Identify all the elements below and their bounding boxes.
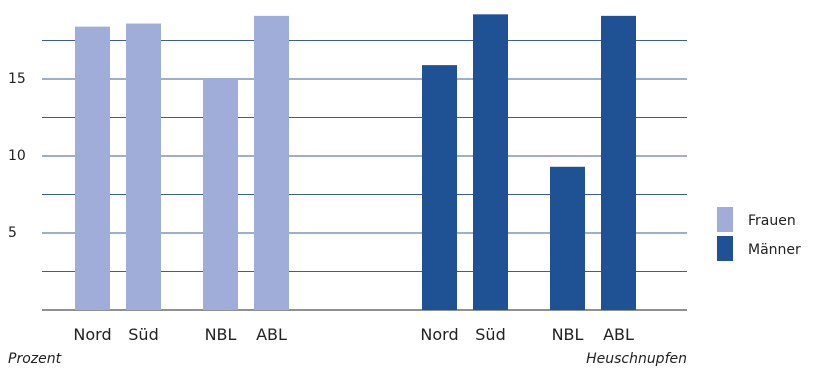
legend-swatch-männer bbox=[717, 236, 733, 261]
x-category-label: NBL bbox=[552, 325, 584, 344]
bar-männer-nord bbox=[422, 65, 457, 310]
bar-männer-abl bbox=[601, 15, 636, 311]
x-category-label: NBL bbox=[205, 325, 237, 344]
bar-männer-nbl bbox=[550, 166, 585, 310]
legend-label: Männer bbox=[748, 242, 801, 258]
x-category-label: ABL bbox=[603, 325, 634, 344]
bar-frauen-nord bbox=[75, 26, 110, 310]
x-category-label: Nord bbox=[73, 325, 111, 344]
x-category-label: Süd bbox=[475, 325, 505, 344]
x-category-label: Nord bbox=[420, 325, 458, 344]
bar-männer-süd bbox=[473, 14, 508, 310]
legend: Frauen Männer bbox=[717, 207, 801, 261]
y-tick-label: 5 bbox=[8, 225, 17, 241]
y-tick-label: 10 bbox=[8, 148, 26, 164]
bar-frauen-abl bbox=[254, 15, 289, 311]
bar-frauen-nbl bbox=[203, 79, 238, 310]
bars bbox=[75, 14, 636, 311]
legend-swatch-frauen bbox=[717, 207, 733, 232]
y-tick-label: 15 bbox=[8, 71, 26, 87]
x-axis-labels: Nord Süd NBL ABL Nord Süd NBL ABL bbox=[73, 325, 634, 344]
x-category-label: Süd bbox=[128, 325, 158, 344]
y-axis-ticks: 5 10 15 bbox=[8, 71, 26, 241]
legend-label: Frauen bbox=[748, 213, 796, 229]
y-axis-caption: Prozent bbox=[8, 351, 62, 367]
group-caption-heuschnupfen: Heuschnupfen bbox=[586, 351, 687, 367]
x-category-label: ABL bbox=[256, 325, 287, 344]
bar-frauen-süd bbox=[126, 23, 161, 311]
